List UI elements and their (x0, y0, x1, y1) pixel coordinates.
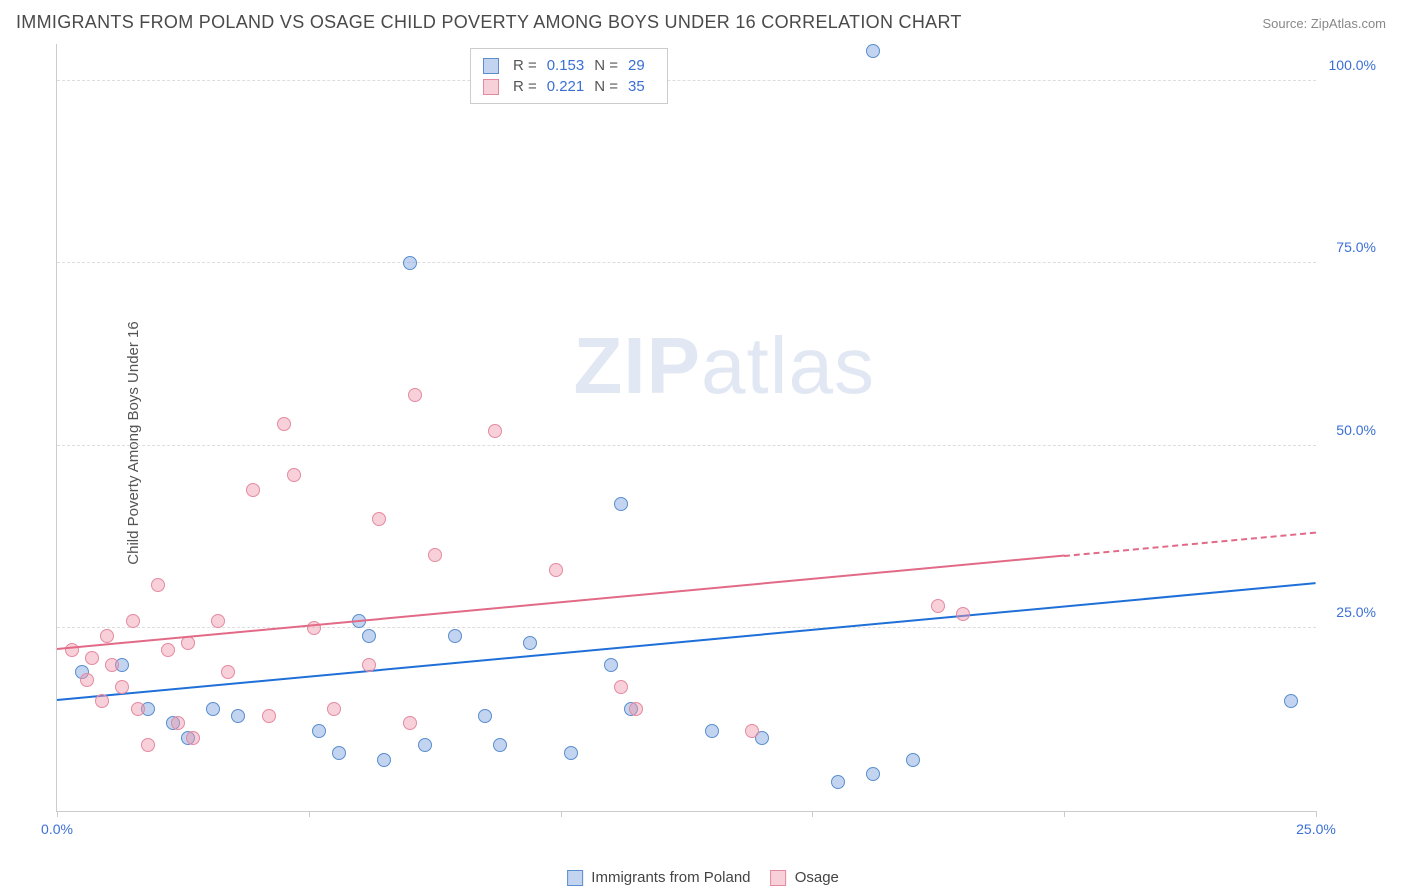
x-tick-mark (561, 811, 562, 817)
scatter-point (418, 738, 432, 752)
scatter-point (231, 709, 245, 723)
legend-label: Osage (795, 869, 839, 886)
scatter-point (115, 680, 129, 694)
scatter-point (105, 658, 119, 672)
trend-line (57, 583, 1316, 702)
scatter-point (246, 483, 260, 497)
x-tick-mark (812, 811, 813, 817)
scatter-point (171, 716, 185, 730)
watermark: ZIPatlas (574, 320, 875, 412)
scatter-point (488, 424, 502, 438)
scatter-point (161, 643, 175, 657)
x-tick-mark (57, 811, 58, 817)
scatter-point (403, 716, 417, 730)
scatter-point (564, 746, 578, 760)
legend-stats: R =0.153N =29R =0.221N =35 (470, 48, 668, 104)
gridline (57, 80, 1316, 81)
scatter-point (211, 614, 225, 628)
x-tick-label: 0.0% (41, 821, 73, 837)
scatter-point (327, 702, 341, 716)
scatter-point (186, 731, 200, 745)
scatter-point (100, 629, 114, 643)
x-tick-mark (1064, 811, 1065, 817)
plot-region: ZIPatlas 25.0%50.0%75.0%100.0%0.0%25.0%R… (56, 44, 1316, 812)
scatter-point (906, 753, 920, 767)
scatter-point (221, 665, 235, 679)
scatter-point (448, 629, 462, 643)
scatter-point (614, 497, 628, 511)
scatter-point (287, 468, 301, 482)
scatter-point (141, 738, 155, 752)
scatter-point (312, 724, 326, 738)
scatter-point (372, 512, 386, 526)
x-tick-mark (309, 811, 310, 817)
legend-item: Immigrants from Poland (567, 869, 750, 886)
scatter-point (831, 775, 845, 789)
legend-table: R =0.153N =29R =0.221N =35 (483, 55, 655, 97)
legend-bottom: Immigrants from Poland Osage (557, 869, 849, 886)
source-label: Source: ZipAtlas.com (1262, 16, 1386, 31)
x-tick-label: 25.0% (1296, 821, 1336, 837)
scatter-point (332, 746, 346, 760)
scatter-point (614, 680, 628, 694)
scatter-point (745, 724, 759, 738)
chart-header: IMMIGRANTS FROM POLAND VS OSAGE CHILD PO… (0, 0, 1406, 37)
scatter-point (151, 578, 165, 592)
scatter-point (362, 629, 376, 643)
scatter-point (549, 563, 563, 577)
chart-area: Child Poverty Among Boys Under 16 ZIPatl… (16, 44, 1386, 842)
legend-swatch (771, 870, 787, 886)
scatter-point (866, 767, 880, 781)
scatter-point (126, 614, 140, 628)
scatter-point (428, 548, 442, 562)
scatter-point (956, 607, 970, 621)
watermark-atlas: atlas (701, 321, 875, 410)
x-tick-mark (1316, 811, 1317, 817)
scatter-point (85, 651, 99, 665)
scatter-point (478, 709, 492, 723)
scatter-point (403, 256, 417, 270)
scatter-point (277, 417, 291, 431)
y-tick-label: 100.0% (1321, 57, 1376, 73)
gridline (57, 262, 1316, 263)
watermark-zip: ZIP (574, 321, 701, 410)
scatter-point (95, 694, 109, 708)
y-tick-label: 25.0% (1321, 604, 1376, 620)
scatter-point (377, 753, 391, 767)
legend-swatch (567, 870, 583, 886)
scatter-point (206, 702, 220, 716)
scatter-point (629, 702, 643, 716)
y-tick-label: 50.0% (1321, 422, 1376, 438)
legend-label: Immigrants from Poland (591, 869, 750, 886)
chart-title: IMMIGRANTS FROM POLAND VS OSAGE CHILD PO… (16, 12, 962, 33)
scatter-point (931, 599, 945, 613)
scatter-point (604, 658, 618, 672)
gridline (57, 445, 1316, 446)
y-tick-label: 75.0% (1321, 239, 1376, 255)
scatter-point (705, 724, 719, 738)
scatter-point (493, 738, 507, 752)
scatter-point (866, 44, 880, 58)
trend-line (1064, 531, 1316, 556)
scatter-point (408, 388, 422, 402)
scatter-point (262, 709, 276, 723)
scatter-point (1284, 694, 1298, 708)
gridline (57, 627, 1316, 628)
scatter-point (523, 636, 537, 650)
scatter-point (131, 702, 145, 716)
scatter-point (80, 673, 94, 687)
scatter-point (362, 658, 376, 672)
legend-item: Osage (771, 869, 839, 886)
